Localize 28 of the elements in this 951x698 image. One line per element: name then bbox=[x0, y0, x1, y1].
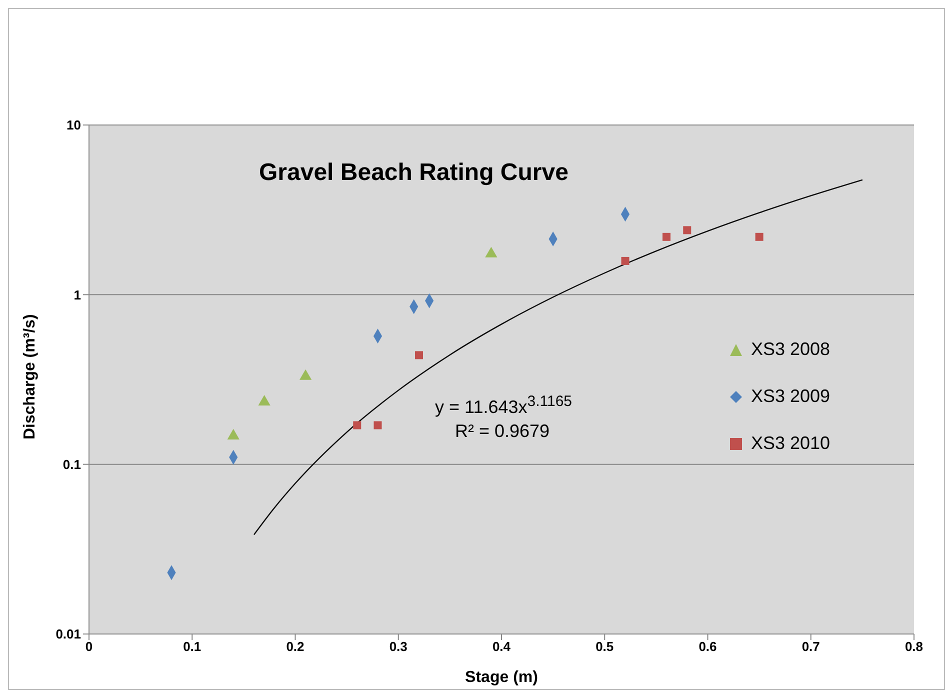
point bbox=[353, 421, 362, 430]
x-tick-label: 0.6 bbox=[698, 639, 717, 654]
point bbox=[415, 351, 423, 360]
x-tick-label: 0 bbox=[85, 639, 93, 654]
text: Gravel Beach Rating Curve bbox=[259, 159, 568, 187]
x-tick-label: 0.5 bbox=[596, 639, 614, 654]
point bbox=[374, 421, 382, 430]
point bbox=[621, 256, 630, 265]
annotation: y = 11.643x$^{3.1165}$ bbox=[435, 393, 572, 418]
x-tick-label: 0.1 bbox=[183, 639, 202, 654]
x-tick-label: 0.3 bbox=[389, 639, 408, 654]
x-axis-title: Stage (m) bbox=[465, 669, 538, 686]
x-tick-label: 0.8 bbox=[904, 639, 924, 654]
x-tick-label: 0.7 bbox=[802, 639, 820, 654]
x-tick-label: 0.2 bbox=[286, 639, 304, 654]
y-tick-label: 0.1 bbox=[62, 456, 81, 472]
legend-label: XS3 2010 bbox=[751, 433, 830, 454]
point bbox=[662, 232, 670, 241]
x-tick-label: 0.4 bbox=[492, 639, 512, 654]
legend-label: XS3 2009 bbox=[751, 386, 830, 407]
y-tick-label: 1 bbox=[74, 287, 81, 302]
point bbox=[683, 226, 692, 234]
y-axis-title: Discharge (m³/s) bbox=[22, 314, 39, 440]
annotation: R² = 0.9679 bbox=[455, 421, 550, 442]
point bbox=[755, 232, 764, 241]
legend-label: XS3 2008 bbox=[751, 339, 830, 360]
y-tick-label: 0.01 bbox=[56, 626, 81, 642]
y-tick-label: 10 bbox=[66, 118, 81, 133]
